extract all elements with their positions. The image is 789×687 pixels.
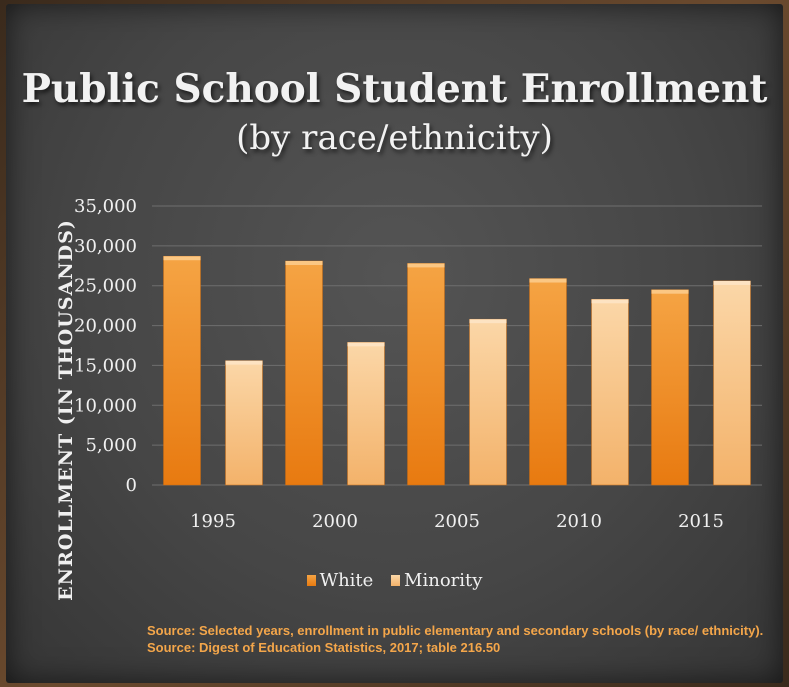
x-tick-label: 1995 (190, 511, 236, 532)
bar-minority-2010 (591, 299, 629, 486)
chart-title: Public School Student Enrollment (21, 66, 768, 112)
y-tick-label: 15,000 (74, 355, 137, 376)
bar-top-minority-2010 (591, 299, 629, 304)
bar-minority-2000 (347, 342, 385, 486)
x-tick-label: 2005 (434, 511, 480, 532)
chart-subtitle: (by race/ethnicity) (236, 118, 553, 158)
bar-white-2010 (529, 278, 567, 486)
x-tick-labels: 1995 2000 2005 2010 2015 (190, 511, 724, 532)
bar-top-white-2000 (285, 261, 323, 266)
legend-item-white: White (306, 570, 374, 591)
bar-white-2005 (407, 263, 445, 486)
x-tick-label: 2015 (678, 511, 724, 532)
bar-top-white-2005 (407, 263, 445, 268)
bar-top-minority-2005 (469, 319, 507, 324)
legend-swatch-white (306, 575, 316, 586)
legend-label-minority: Minority (404, 570, 483, 591)
bar-white-2015 (651, 289, 689, 486)
source-notes: Source: Selected years, enrollment in pu… (147, 622, 787, 656)
legend-item-minority: Minority (391, 570, 482, 591)
legend-label-white: White (319, 570, 374, 591)
y-tick-label: 5,000 (85, 435, 137, 456)
y-tick-labels: 0 5,000 10,000 15,000 20,000 25,000 30,000 35,0… (74, 196, 137, 496)
x-tick-label: 2000 (312, 511, 358, 532)
source-line: Source: Digest of Education Statistics, … (147, 640, 501, 655)
bar-minority-1995 (225, 360, 263, 486)
bar-top-minority-1995 (225, 360, 263, 365)
y-tick-label: 0 (126, 475, 137, 496)
y-tick-label: 20,000 (74, 316, 137, 337)
bar-minority-2005 (469, 318, 507, 486)
legend-swatch-minority (391, 575, 401, 586)
y-tick-label: 25,000 (74, 276, 137, 297)
bar-white-1995 (163, 255, 201, 486)
bar-top-minority-2000 (347, 342, 385, 347)
source-line: Source: Selected years, enrollment in pu… (147, 623, 764, 638)
bar-top-white-2015 (651, 289, 689, 294)
x-tick-label: 2010 (556, 511, 602, 532)
y-tick-label: 10,000 (74, 395, 137, 416)
bar-top-white-1995 (163, 256, 201, 261)
bars (163, 255, 751, 486)
bar-top-minority-2015 (713, 280, 751, 285)
y-tick-label: 35,000 (74, 196, 137, 217)
legend: White Minority (0, 570, 789, 591)
y-tick-label: 30,000 (74, 236, 137, 257)
bar-white-2000 (285, 260, 323, 486)
bar-top-white-2010 (529, 278, 567, 283)
bar-minority-2015 (713, 280, 751, 486)
